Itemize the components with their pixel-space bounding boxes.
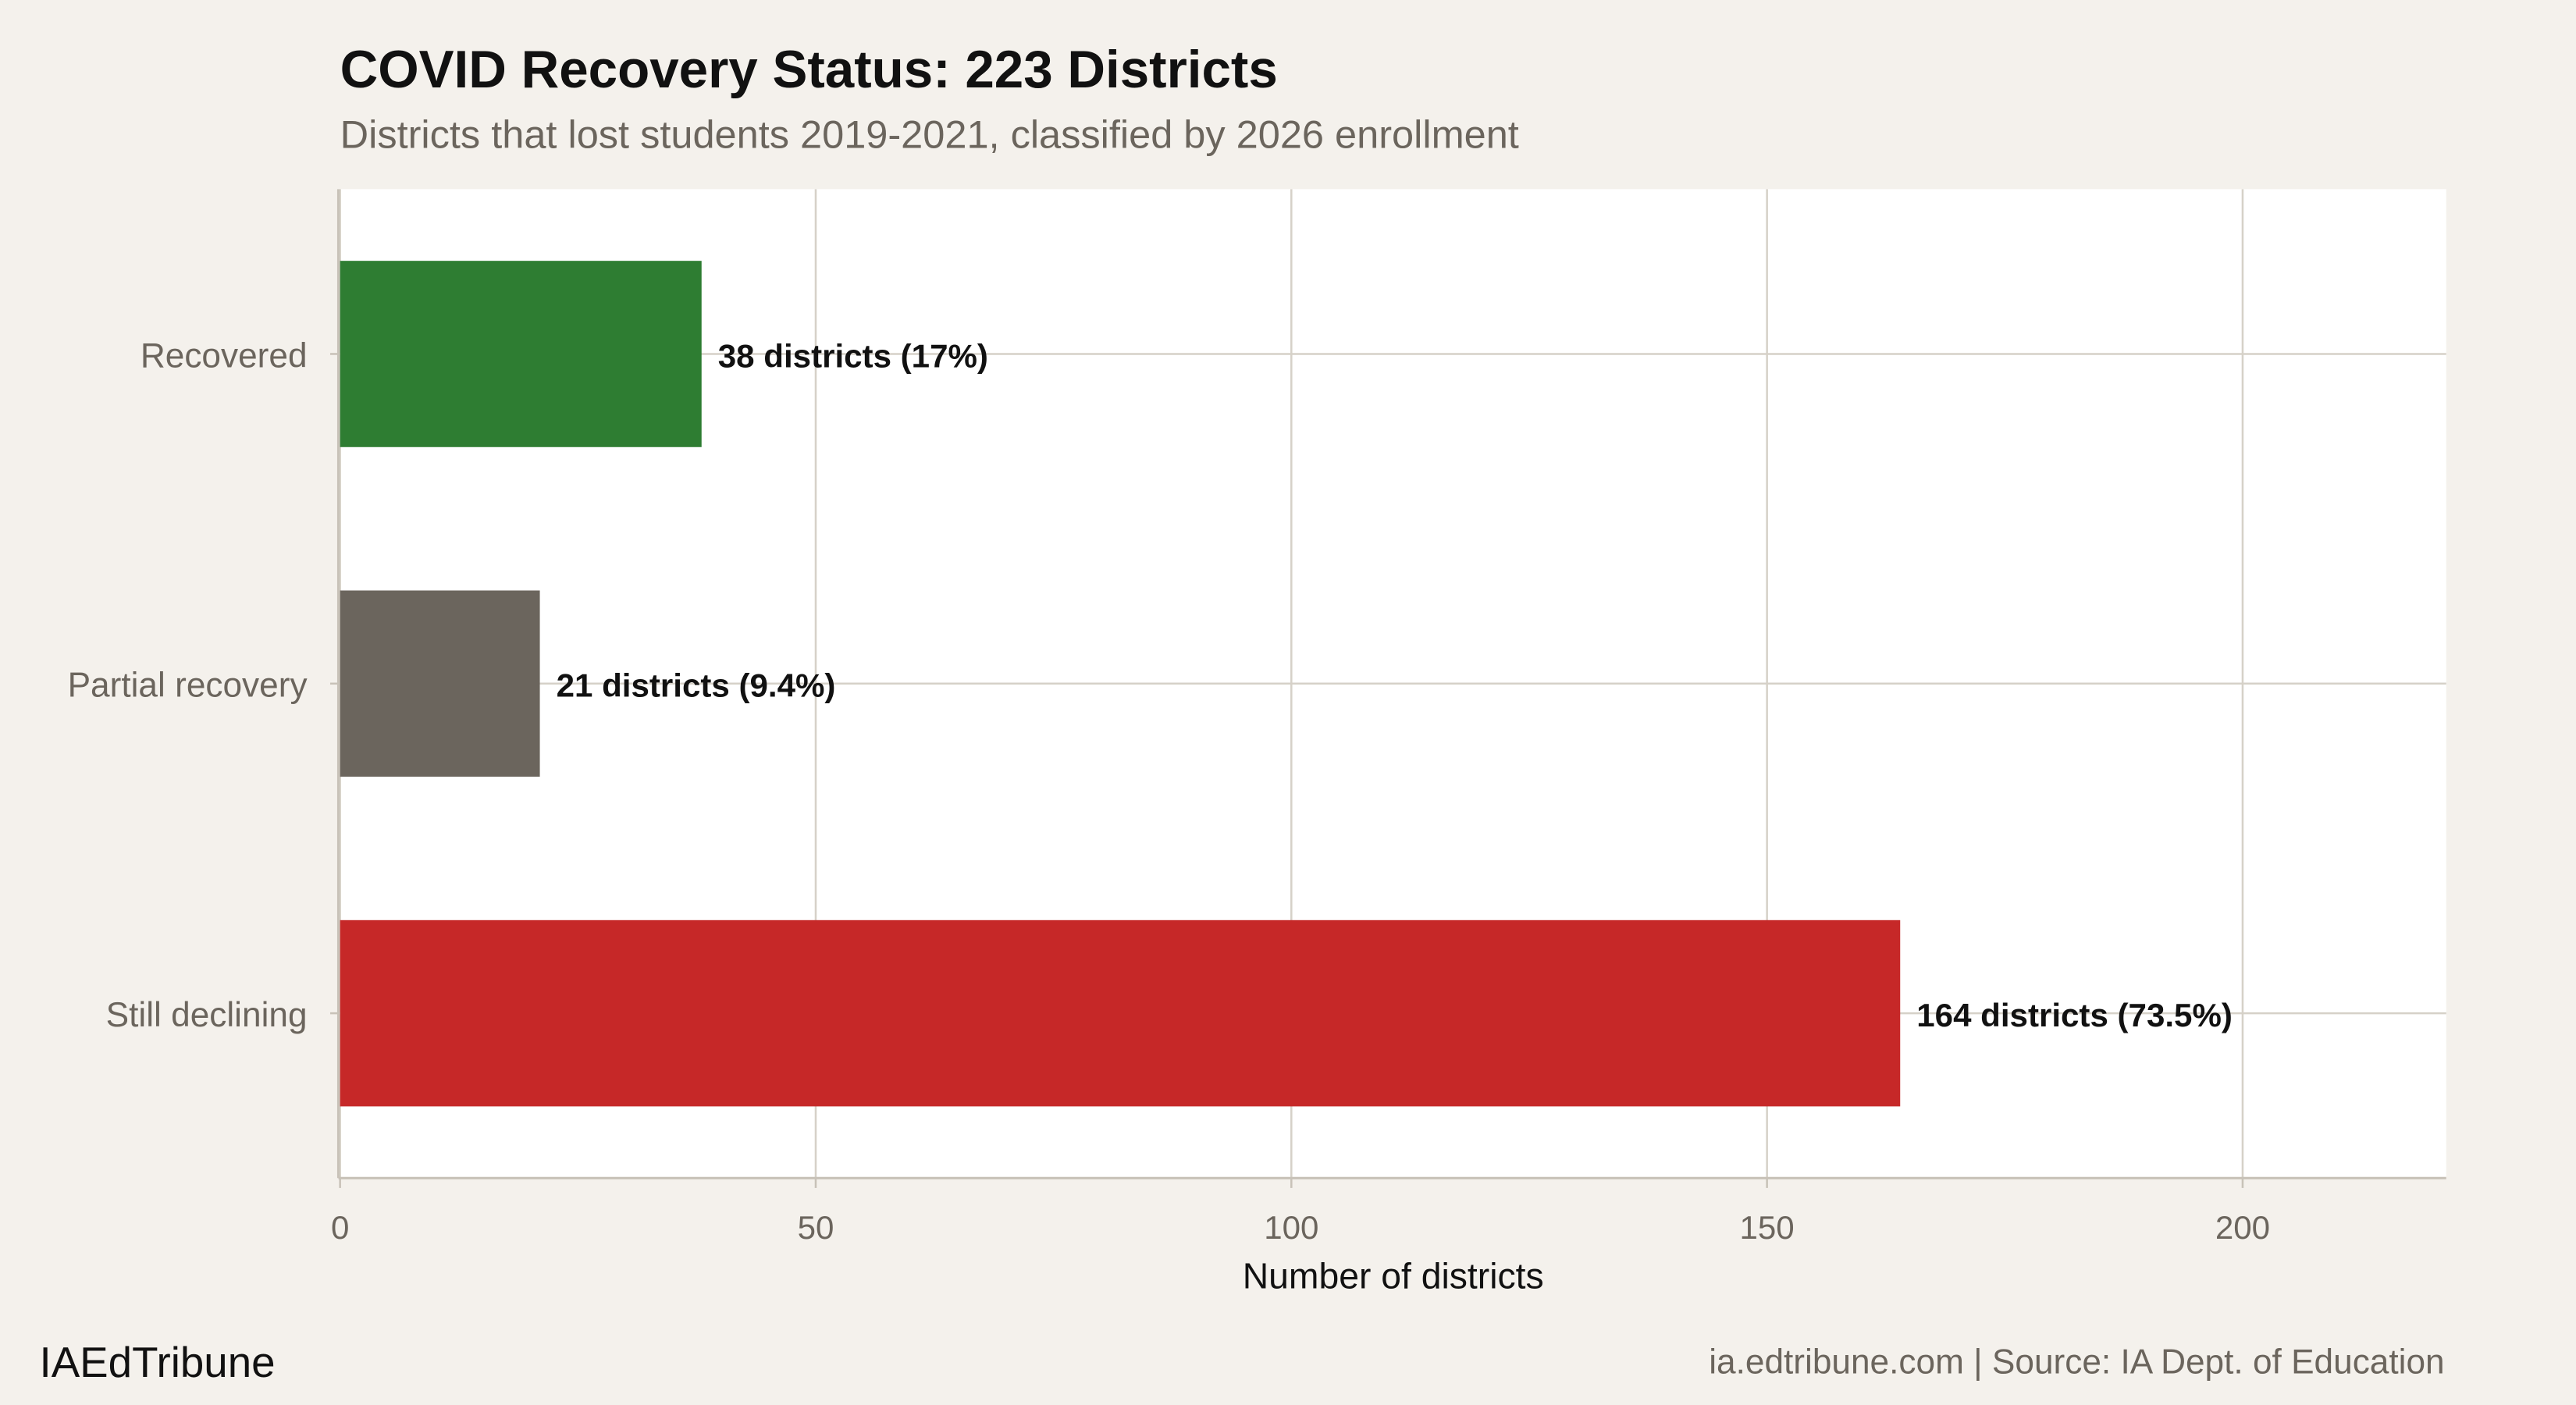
x-tick-label: 200 (2215, 1209, 2270, 1246)
y-tick-label: Partial recovery (68, 667, 308, 705)
y-tick-label: Still declining (106, 996, 308, 1034)
x-tick-label: 100 (1264, 1209, 1318, 1246)
x-tick-label: 50 (798, 1209, 834, 1246)
x-axis-label: Number of districts (1243, 1255, 1544, 1296)
bar-data-label: 38 districts (17%) (718, 337, 988, 374)
bar-still-declining (340, 919, 1901, 1107)
bars: 38 districts (17%) 21 districts (9.4%) 164… (340, 261, 2233, 1107)
bar-partial-recovery (340, 590, 540, 777)
chart-subtitle: Districts that lost students 2019-2021, … (340, 112, 1519, 157)
x-tick-label: 150 (1740, 1209, 1795, 1246)
chart-title: COVID Recovery Status: 223 Districts (340, 41, 1278, 99)
x-tick-label: 0 (331, 1209, 349, 1246)
bar-data-label: 21 districts (9.4%) (557, 667, 836, 704)
tick-labels: 0 50 100 150 200 Recovered Partial recovery Sti… (68, 336, 2270, 1246)
brand-logo: IAEdTribune (40, 1338, 276, 1386)
bar-data-label: 164 districts (73.5%) (1916, 997, 2233, 1033)
source-note: ia.edtribune.com | Source: IA Dept. of E… (1709, 1343, 2444, 1382)
bar-recovered (340, 261, 702, 447)
y-tick-label: Recovered (141, 336, 308, 375)
